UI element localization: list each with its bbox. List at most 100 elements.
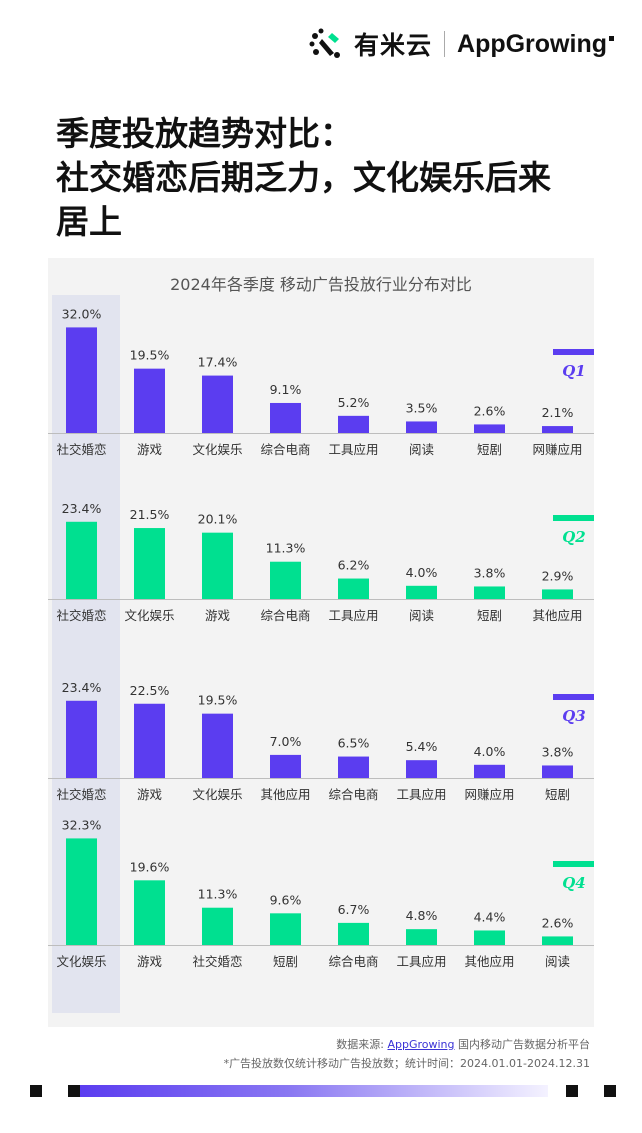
q4-data-label: 11.3% <box>198 887 238 902</box>
q2-category-label: 综合电商 <box>260 608 310 623</box>
deco-gradient-bar <box>80 1085 548 1097</box>
q2-data-label: 2.9% <box>542 568 574 583</box>
brand-cn: 有米云 <box>354 31 433 60</box>
q3-bar <box>134 703 165 778</box>
deco-square-right-1 <box>566 1085 578 1097</box>
q4-category-label: 阅读 <box>545 954 570 969</box>
q2-category-label: 游戏 <box>205 608 230 623</box>
q4-marker-stripe <box>553 861 594 867</box>
q3-data-label: 6.5% <box>338 736 370 751</box>
brand-header: 有米云 AppGrowing <box>308 24 614 64</box>
q1-category-label: 网赚应用 <box>532 442 582 457</box>
q1-data-label: 17.4% <box>198 355 238 370</box>
q1-category-label: 综合电商 <box>260 442 310 457</box>
brand-dot-icon <box>609 35 614 41</box>
q4-data-label: 9.6% <box>270 892 302 907</box>
q2-bar <box>202 532 233 599</box>
q4-bar <box>270 913 301 945</box>
q4-data-label: 4.8% <box>406 908 438 923</box>
chart-panel: 2024年各季度 移动广告投放行业分布对比 32.0% 社交婚恋 19.5% 游戏 17.… <box>48 258 594 1027</box>
q4-bar <box>406 929 437 945</box>
source-suffix: 国内移动广告数据分析平台 <box>454 1038 590 1051</box>
q4-bar <box>66 838 97 945</box>
q1-category-label: 游戏 <box>137 442 162 457</box>
q2-data-label: 23.4% <box>62 501 102 516</box>
q3-category-label: 工具应用 <box>396 787 446 802</box>
page-title-line-2: 社交婚恋后期乏力，文化娱乐后来 <box>56 158 551 197</box>
q3-bar <box>66 700 97 778</box>
deco-square-bar-start <box>68 1085 80 1097</box>
q3-category-label: 游戏 <box>137 787 162 802</box>
q4-bar <box>338 922 369 945</box>
q1-data-label: 19.5% <box>130 348 170 363</box>
q1-category-label: 阅读 <box>409 442 434 457</box>
q2-bar <box>338 578 369 599</box>
youmi-logo-icon <box>308 27 342 61</box>
q2-bar <box>474 586 505 599</box>
q2-bar <box>270 561 301 599</box>
q3-category-label: 短剧 <box>545 787 570 802</box>
deco-square-left <box>30 1085 42 1097</box>
q3-data-label: 7.0% <box>270 734 302 749</box>
q3-data-label: 4.0% <box>474 744 506 759</box>
q1-bar <box>270 402 301 433</box>
q2-category-label: 其他应用 <box>532 608 582 623</box>
q4-data-label: 6.7% <box>338 902 370 917</box>
q2-category-label: 阅读 <box>409 608 434 623</box>
source-link[interactable]: AppGrowing <box>387 1038 455 1051</box>
q2-data-label: 20.1% <box>198 512 238 527</box>
q3-category-label: 文化娱乐 <box>192 787 242 802</box>
q3-category-label: 综合电商 <box>328 787 378 802</box>
brand-en: AppGrowing <box>457 30 614 59</box>
q1-data-label: 9.1% <box>270 382 302 397</box>
q4-bar <box>542 936 573 945</box>
q2-bar <box>134 528 165 599</box>
q2-quarter-label: Q2 <box>562 528 586 546</box>
q3-category-label: 网赚应用 <box>464 787 514 802</box>
source-footnote: 数据来源: AppGrowing 国内移动广告数据分析平台 <box>336 1036 590 1052</box>
q1-data-label: 32.0% <box>62 306 102 321</box>
q2-data-label: 11.3% <box>266 541 306 556</box>
q4-category-label: 文化娱乐 <box>56 954 106 969</box>
q2-data-label: 21.5% <box>130 507 170 522</box>
q4-category-label: 工具应用 <box>396 954 446 969</box>
q1-data-label: 2.6% <box>474 403 506 418</box>
source-prefix: 数据来源: <box>336 1038 388 1051</box>
q1-category-label: 工具应用 <box>328 442 378 457</box>
q3-bar <box>338 756 369 778</box>
q1-data-label: 5.2% <box>338 395 370 410</box>
q2-data-label: 6.2% <box>338 558 370 573</box>
q4-quarter-label: Q4 <box>562 874 586 892</box>
q4-bar <box>202 907 233 945</box>
q2-bar <box>66 521 97 599</box>
q3-bar <box>474 764 505 778</box>
q2-data-label: 3.8% <box>474 565 506 580</box>
q1-category-label: 短剧 <box>477 442 502 457</box>
q4-data-label: 2.6% <box>542 915 574 930</box>
q1-bar <box>542 426 573 433</box>
q4-category-label: 社交婚恋 <box>192 954 242 969</box>
q1-bar <box>134 368 165 433</box>
q4-category-label: 短剧 <box>273 954 298 969</box>
q4-data-label: 32.3% <box>62 817 102 832</box>
q1-quarter-label: Q1 <box>562 362 586 380</box>
page-title-line-3: 居上 <box>56 202 122 241</box>
page-title: 季度投放趋势对比： 社交婚恋后期乏力，文化娱乐后来 居上 <box>56 112 551 244</box>
q2-category-label: 社交婚恋 <box>56 608 106 623</box>
q3-bar <box>270 754 301 778</box>
q3-category-label: 其他应用 <box>260 787 310 802</box>
q1-data-label: 2.1% <box>542 405 574 420</box>
stat-note: *广告投放数仅统计移动广告投放数；统计时间：2024.01.01-2024.12… <box>223 1057 590 1070</box>
q4-data-label: 19.6% <box>130 859 170 874</box>
q2-marker-stripe <box>553 515 594 521</box>
q2-category-label: 短剧 <box>477 608 502 623</box>
brand-divider <box>444 31 446 57</box>
q4-category-label: 综合电商 <box>328 954 378 969</box>
q4-category-label: 其他应用 <box>464 954 514 969</box>
q1-bar <box>338 415 369 433</box>
q2-category-label: 文化娱乐 <box>124 608 174 623</box>
q3-bar <box>542 765 573 778</box>
chart-title: 2024年各季度 移动广告投放行业分布对比 <box>170 275 472 294</box>
q3-quarter-label: Q3 <box>562 707 586 725</box>
q1-marker-stripe <box>553 349 594 355</box>
